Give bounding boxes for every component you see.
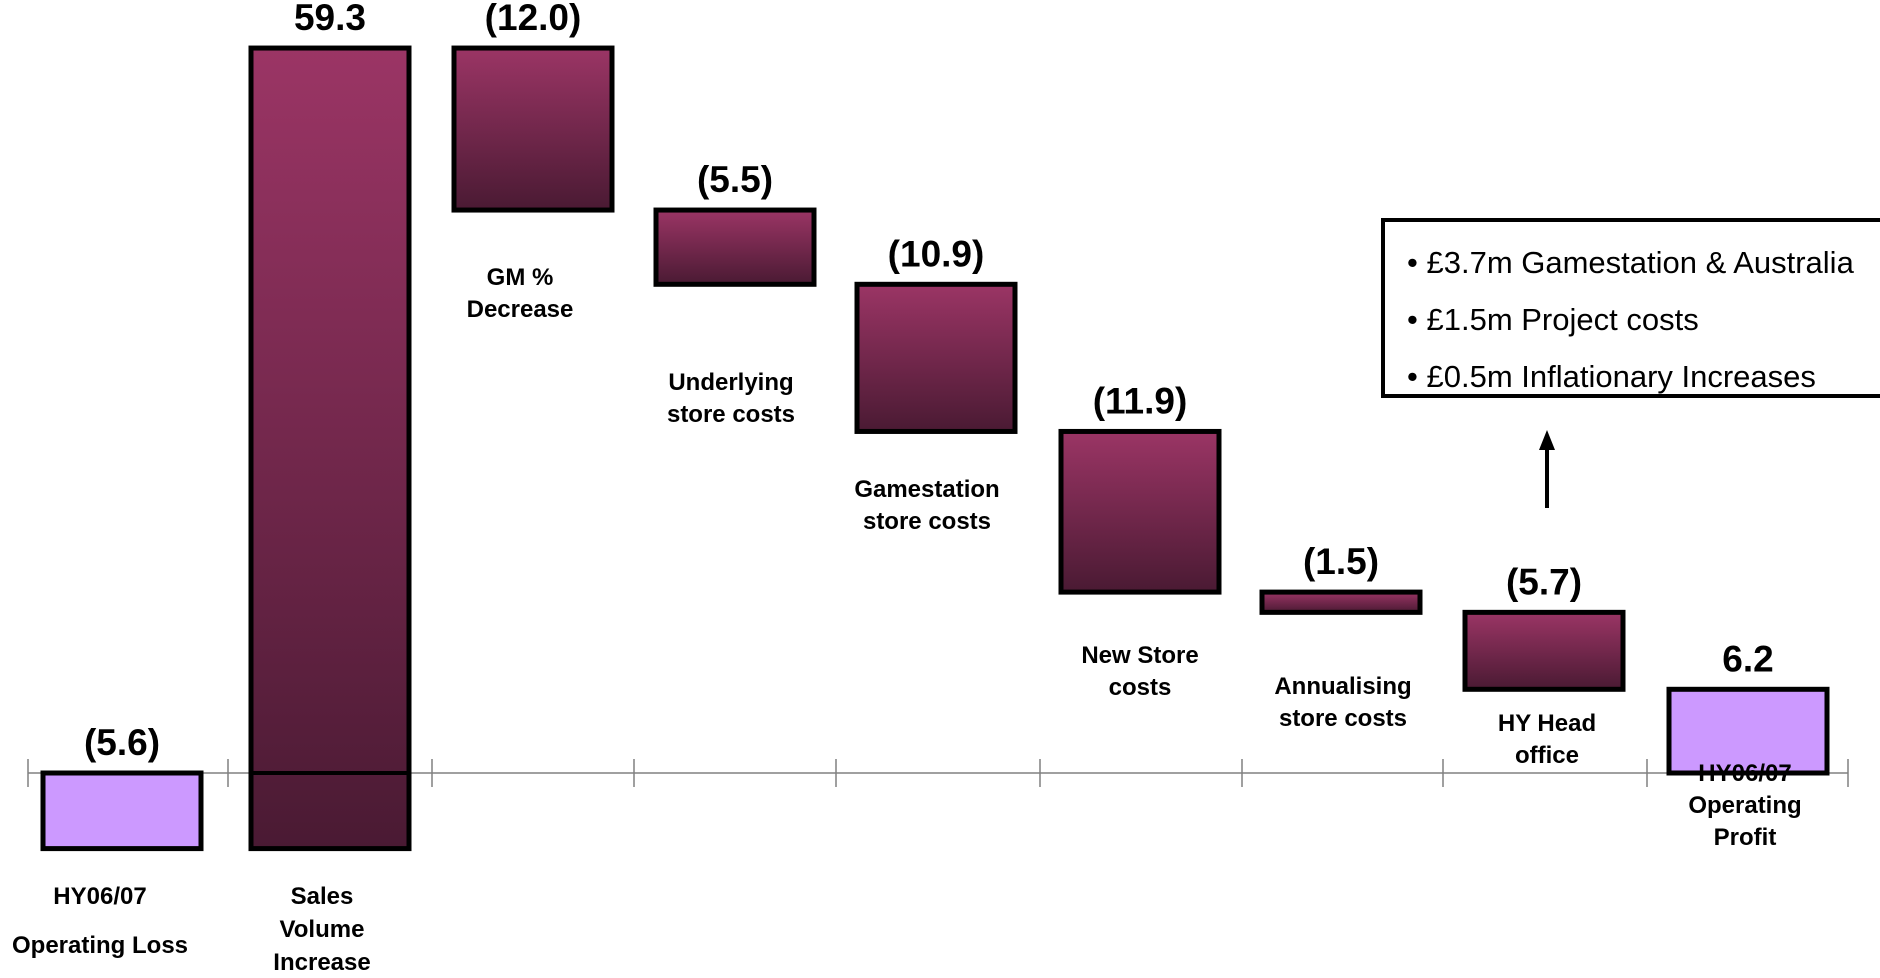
category-label: Sales Volume Increase (273, 883, 370, 973)
category-label-line: store costs (863, 508, 991, 535)
category-label-line: office (1515, 742, 1579, 769)
bar (40, 770, 204, 852)
data-label: 6.2 (1722, 638, 1773, 679)
category-label: HY Head office (1498, 710, 1596, 769)
category-label-line: Annualising (1274, 673, 1411, 700)
annotation-arrow (1539, 430, 1555, 508)
category-label: Annualising store costs (1274, 673, 1411, 732)
bars (40, 45, 1830, 852)
category-label-line: Operating Loss (12, 932, 188, 959)
bar (1259, 589, 1423, 615)
category-label-line: New Store (1081, 642, 1198, 669)
category-label: GM % Decrease (467, 264, 574, 323)
annotation-text: £0.5m Inflationary Increases (1426, 359, 1816, 394)
data-label: (5.7) (1506, 561, 1582, 602)
bar (653, 207, 817, 287)
arrow-head (1539, 430, 1555, 450)
category-label-line: Volume (280, 916, 365, 943)
category-label-line: Sales (291, 883, 354, 910)
annotation-box: • £3.7m Gamestation & Australia • £1.5m … (1381, 218, 1880, 398)
category-label-line: Gamestation (854, 476, 999, 503)
category-label-line: store costs (1279, 705, 1407, 732)
category-label-line: HY Head (1498, 710, 1596, 737)
bar (1666, 686, 1830, 776)
category-label-line: Underlying (668, 369, 793, 396)
category-label-line: HY06/07 (1698, 760, 1791, 787)
annotation-line: • £0.5m Inflationary Increases (1407, 348, 1880, 405)
category-label-line: Operating (1688, 792, 1801, 819)
category-label: Gamestation store costs (854, 476, 999, 535)
bar (854, 281, 1018, 434)
category-label-line: Decrease (467, 296, 574, 323)
data-label: (5.6) (84, 722, 160, 763)
category-label-line: store costs (667, 401, 795, 428)
bullet: • (1407, 359, 1418, 394)
category-label-line: Increase (273, 949, 370, 973)
data-label: (12.0) (485, 0, 582, 38)
category-label-line: Profit (1714, 824, 1777, 851)
annotation-text: £1.5m Project costs (1426, 302, 1699, 337)
data-label: (1.5) (1303, 541, 1379, 582)
bullet: • (1407, 302, 1418, 337)
category-label-line: HY06/07 (53, 883, 146, 910)
category-label: HY06/07 Operating Profit (1688, 760, 1801, 851)
bar (248, 45, 412, 852)
data-label: (11.9) (1093, 380, 1188, 421)
bar (1058, 428, 1222, 595)
data-label: 59.3 (294, 0, 366, 38)
data-label: (5.5) (697, 159, 773, 200)
annotation-text: £3.7m Gamestation & Australia (1426, 245, 1854, 280)
value-labels: (5.6) 59.3 (12.0) (5.5) (10.9) (11.9) (1.5) (5.… (84, 0, 1774, 763)
category-label: HY06/07 Operating Loss (12, 883, 188, 959)
category-label-line: costs (1109, 674, 1172, 701)
annotation-line: • £1.5m Project costs (1407, 291, 1880, 348)
bar (1462, 609, 1626, 692)
bullet: • (1407, 245, 1418, 280)
annotation-line: • £3.7m Gamestation & Australia (1407, 234, 1880, 291)
category-label: Underlying store costs (667, 369, 795, 428)
category-label-line: GM % (487, 264, 554, 291)
category-labels: HY06/07 Operating Loss Sales Volume Increase… (12, 264, 1802, 976)
category-label: New Store costs (1081, 642, 1198, 701)
bar (451, 45, 615, 213)
data-label: (10.9) (888, 233, 985, 274)
